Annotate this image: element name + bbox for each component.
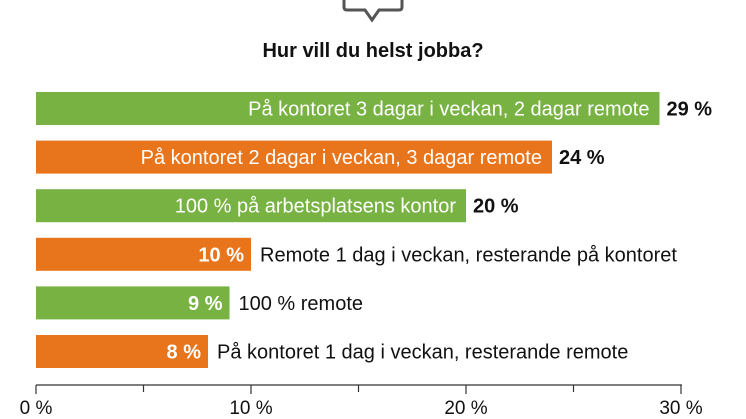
x-tick-label: 30 % [659, 398, 702, 419]
bar [36, 335, 208, 368]
bar-value-label: 20 % [473, 196, 519, 218]
bar [36, 140, 552, 174]
bar-category-label: 100 % remote [239, 293, 364, 315]
bar-category-label: På kontoret 2 dagar i veckan, 3 dagar re… [141, 147, 542, 169]
speech-bubble-icon [342, 0, 404, 23]
bar [36, 189, 466, 223]
bar-value-label: 9 % [188, 293, 223, 315]
x-tick-label: 10 % [229, 398, 272, 419]
bars-group: På kontoret 3 dagar i veckan, 2 dagar re… [36, 92, 712, 368]
bar-value-label: 24 % [559, 147, 605, 169]
bar-category-label: På kontoret 3 dagar i veckan, 2 dagar re… [248, 99, 649, 121]
bar [36, 92, 660, 125]
bar-category-label: Remote 1 dag i veckan, resterande på kon… [260, 244, 677, 266]
bar-value-label: 8 % [167, 342, 202, 364]
bar [36, 286, 230, 320]
bar-category-label: På kontoret 1 dag i veckan, resterande r… [217, 342, 628, 364]
bar [36, 237, 251, 271]
x-tick-label: 20 % [444, 398, 487, 419]
chart-title: Hur vill du helst jobba? [262, 40, 483, 62]
x-axis: 0 % 10 % 20 % 30 % [20, 384, 703, 419]
bar-value-label: 10 % [198, 244, 244, 266]
x-tick-label: 0 % [20, 398, 53, 419]
bar-value-label: 29 % [667, 99, 713, 121]
bar-category-label: 100 % på arbetsplatsens kontor [175, 196, 457, 218]
